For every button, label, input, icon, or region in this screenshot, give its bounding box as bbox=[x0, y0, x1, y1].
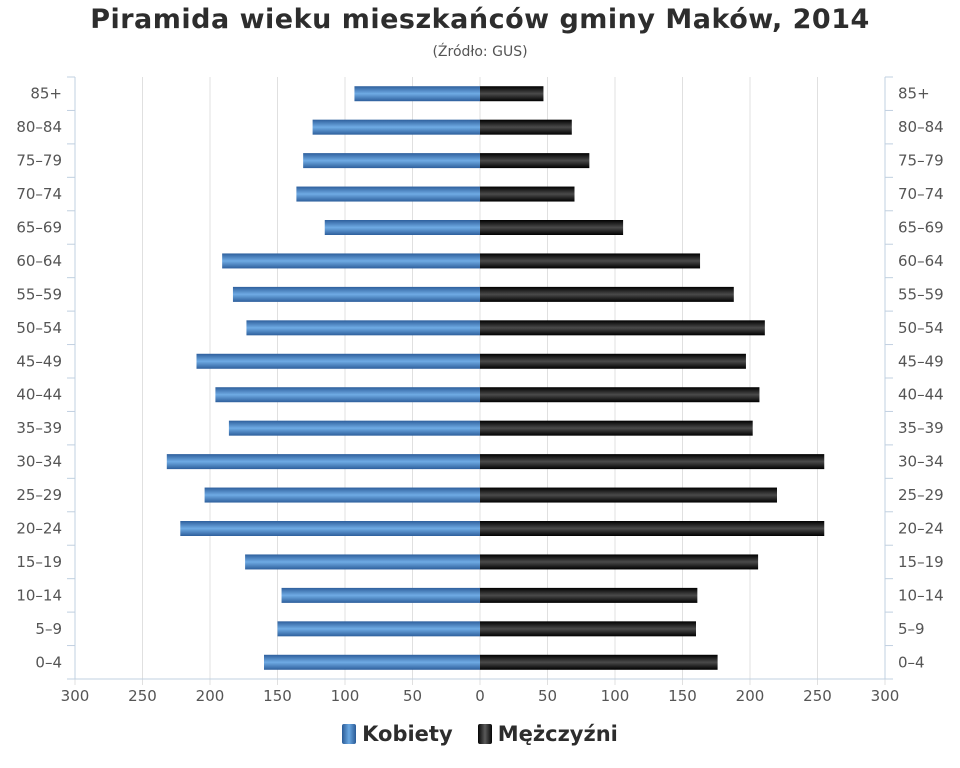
bar-female[interactable] bbox=[196, 353, 481, 369]
category-label-right: 80–84 bbox=[898, 118, 944, 136]
legend-swatch-male bbox=[477, 724, 492, 744]
x-tick-label: 200 bbox=[736, 687, 765, 705]
category-label-left: 75–79 bbox=[16, 152, 62, 170]
chart-subtitle: (Źródło: GUS) bbox=[432, 44, 528, 60]
x-tick-label: 100 bbox=[331, 687, 360, 705]
category-label-right: 45–49 bbox=[898, 352, 944, 370]
bar-female[interactable] bbox=[296, 186, 480, 202]
bar-female[interactable] bbox=[277, 621, 481, 637]
bar-female[interactable] bbox=[303, 153, 480, 169]
bar-female[interactable] bbox=[215, 387, 480, 403]
category-label-right: 25–29 bbox=[898, 486, 944, 504]
x-tick-label: 250 bbox=[803, 687, 832, 705]
bar-male[interactable] bbox=[480, 320, 765, 336]
bar-male[interactable] bbox=[480, 487, 777, 503]
bar-female[interactable] bbox=[232, 286, 480, 302]
bar-male[interactable] bbox=[480, 521, 825, 536]
bar-female[interactable] bbox=[264, 654, 480, 670]
x-tick-label: 50 bbox=[538, 687, 557, 705]
legend-swatch-female bbox=[342, 724, 357, 744]
category-label-left: 35–39 bbox=[16, 419, 62, 437]
bar-male[interactable] bbox=[480, 86, 544, 102]
bar-female[interactable] bbox=[180, 521, 481, 536]
legend-item-male[interactable]: Mężczyźni bbox=[477, 722, 618, 746]
bar-male[interactable] bbox=[480, 353, 746, 369]
bar-male[interactable] bbox=[480, 420, 753, 436]
category-label-right: 10–14 bbox=[898, 586, 944, 604]
bar-male[interactable] bbox=[480, 119, 572, 135]
category-label-left: 15–19 bbox=[16, 553, 62, 571]
chart-title: Piramida wieku mieszkańców gminy Maków, … bbox=[90, 4, 870, 35]
category-label-right: 75–79 bbox=[898, 152, 944, 170]
category-label-right: 35–39 bbox=[898, 419, 944, 437]
category-label-right: 20–24 bbox=[898, 520, 944, 538]
x-tick-label: 200 bbox=[196, 687, 225, 705]
bar-male[interactable] bbox=[480, 220, 624, 235]
x-tick-label: 300 bbox=[61, 687, 90, 705]
bar-male[interactable] bbox=[480, 253, 701, 269]
bar-male[interactable] bbox=[480, 186, 575, 202]
category-label-right: 85+ bbox=[898, 85, 930, 103]
category-label-right: 5–9 bbox=[898, 620, 925, 638]
category-label-left: 70–74 bbox=[16, 185, 62, 203]
category-label-right: 70–74 bbox=[898, 185, 944, 203]
category-label-right: 65–69 bbox=[898, 219, 944, 237]
bars bbox=[166, 86, 825, 670]
bar-female[interactable] bbox=[246, 320, 480, 336]
bar-male[interactable] bbox=[480, 286, 734, 302]
category-label-right: 55–59 bbox=[898, 285, 944, 303]
bar-female[interactable] bbox=[324, 220, 480, 235]
x-tick-label: 250 bbox=[128, 687, 157, 705]
bar-female[interactable] bbox=[354, 86, 480, 102]
category-label-left: 45–49 bbox=[16, 352, 62, 370]
bar-female[interactable] bbox=[222, 253, 480, 269]
bar-female[interactable] bbox=[245, 554, 480, 570]
bar-male[interactable] bbox=[480, 587, 698, 603]
category-label-left: 20–24 bbox=[16, 520, 62, 538]
bar-male[interactable] bbox=[480, 153, 590, 169]
x-tick-label: 300 bbox=[871, 687, 900, 705]
legend-label-female: Kobiety bbox=[362, 722, 453, 746]
category-label-left: 40–44 bbox=[16, 386, 62, 404]
bar-male[interactable] bbox=[480, 554, 759, 570]
category-label-right: 15–19 bbox=[898, 553, 944, 571]
x-tick-label: 150 bbox=[263, 687, 292, 705]
category-label-left: 50–54 bbox=[16, 319, 62, 337]
category-label-left: 25–29 bbox=[16, 486, 62, 504]
axis-labels: 300 250 200 150 100 50 0 50 100 150 200 250 300 85+ 85… bbox=[16, 85, 943, 705]
category-label-left: 55–59 bbox=[16, 285, 62, 303]
x-tick-label: 50 bbox=[403, 687, 422, 705]
x-tick-label: 150 bbox=[668, 687, 697, 705]
category-label-left: 0–4 bbox=[35, 653, 62, 671]
bar-male[interactable] bbox=[480, 454, 825, 470]
bar-female[interactable] bbox=[281, 587, 480, 603]
legend-item-female[interactable]: Kobiety bbox=[342, 722, 453, 746]
category-label-left: 65–69 bbox=[16, 219, 62, 237]
x-tick-label: 100 bbox=[601, 687, 630, 705]
category-label-left: 5–9 bbox=[35, 620, 62, 638]
x-tick-label: 0 bbox=[475, 687, 485, 705]
category-label-left: 85+ bbox=[30, 85, 62, 103]
category-label-right: 50–54 bbox=[898, 319, 944, 337]
bar-female[interactable] bbox=[228, 420, 480, 436]
category-label-right: 60–64 bbox=[898, 252, 944, 270]
category-label-left: 60–64 bbox=[16, 252, 62, 270]
legend-label-male: Mężczyźni bbox=[497, 722, 618, 746]
category-label-right: 30–34 bbox=[898, 453, 944, 471]
category-label-right: 0–4 bbox=[898, 653, 925, 671]
bar-female[interactable] bbox=[312, 119, 480, 135]
bar-male[interactable] bbox=[480, 621, 696, 637]
bar-male[interactable] bbox=[480, 387, 760, 403]
bar-male[interactable] bbox=[480, 654, 718, 670]
category-label-left: 10–14 bbox=[16, 586, 62, 604]
category-label-left: 30–34 bbox=[16, 453, 62, 471]
category-label-right: 40–44 bbox=[898, 386, 944, 404]
legend: Kobiety Mężczyźni bbox=[0, 722, 960, 748]
bar-female[interactable] bbox=[166, 454, 481, 470]
category-label-left: 80–84 bbox=[16, 118, 62, 136]
grid-lines bbox=[67, 76, 893, 685]
bar-female[interactable] bbox=[204, 487, 480, 503]
